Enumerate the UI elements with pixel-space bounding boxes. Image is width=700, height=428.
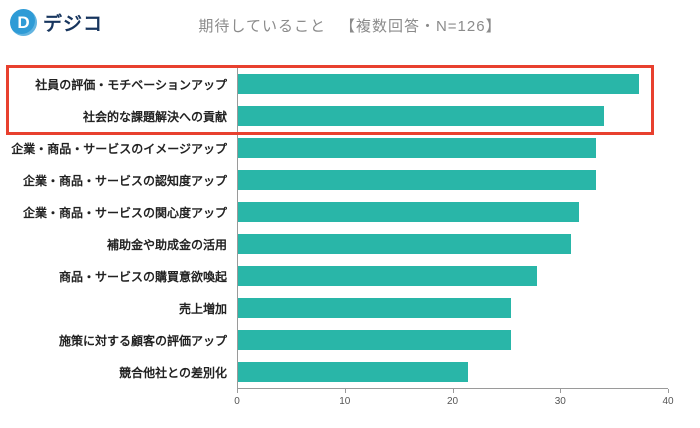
bar-row: 商品・サービスの購買意欲喚起: [0, 260, 700, 292]
x-tick-mark: [668, 389, 669, 393]
bar-rows: 社員の評価・モチベーションアップ社会的な課題解決への貢献企業・商品・サービスのイ…: [0, 68, 700, 388]
x-tick-mark: [344, 389, 346, 393]
category-label: 企業・商品・サービスの関心度アップ: [22, 205, 227, 220]
bar: [237, 170, 596, 190]
digico-logo: D デジコ: [10, 9, 103, 36]
chart-title: 期待していること: [198, 18, 326, 35]
bar-row: 施策に対する顧客の評価アップ: [0, 324, 700, 356]
x-tick-label: 30: [554, 396, 566, 407]
bar: [237, 106, 605, 126]
x-tick-label: 0: [234, 396, 240, 407]
category-label: 施策に対する顧客の評価アップ: [58, 333, 227, 348]
bar: [237, 266, 537, 286]
bar-track: [237, 100, 668, 132]
bar: [237, 202, 579, 222]
category-label: 商品・サービスの購買意欲喚起: [58, 269, 227, 284]
y-axis-line: [237, 68, 238, 388]
x-axis-line: [237, 388, 668, 389]
x-tick-label: 40: [662, 396, 674, 407]
bar-row: 企業・商品・サービスのイメージアップ: [0, 132, 700, 164]
bar: [237, 138, 596, 158]
x-tick-mark: [560, 389, 562, 393]
bar-track: [237, 260, 668, 292]
x-axis: 0 10 20 30 40: [234, 389, 674, 413]
bar-row: 社会的な課題解決への貢献: [0, 100, 700, 132]
x-tick-label: 20: [446, 396, 459, 407]
bar-track: [237, 164, 668, 196]
category-label: 企業・商品・サービスのイメージアップ: [11, 141, 227, 156]
bar-row: 社員の評価・モチベーションアップ: [0, 68, 700, 100]
bar-track: [237, 228, 668, 260]
header: D デジコ 期待していること 【複数回答・N=126】: [0, 0, 700, 60]
bar-chart: 社員の評価・モチベーションアップ社会的な課題解決への貢献企業・商品・サービスのイ…: [0, 65, 700, 407]
bar-track: [237, 132, 668, 164]
bar-track: [237, 356, 668, 388]
bar-row: 売上増加: [0, 292, 700, 324]
category-label: 社員の評価・モチベーションアップ: [35, 77, 227, 92]
bar-row: 競合他社との差別化: [0, 356, 700, 388]
digico-d-icon: D: [10, 9, 37, 36]
x-tick-label: 10: [339, 396, 351, 407]
category-label: 補助金や助成金の活用: [106, 237, 227, 252]
bar-track: [237, 68, 668, 100]
x-tick-mark: [237, 389, 238, 393]
bar-track: [237, 196, 668, 228]
bar-track: [237, 292, 668, 324]
bar: [237, 298, 511, 318]
category-label: 競合他社との差別化: [119, 365, 227, 380]
x-tick-mark: [452, 389, 454, 393]
bar: [237, 74, 639, 94]
chart-subtitle: 【複数回答・N=126】: [339, 18, 502, 35]
logo-text: デジコ: [43, 14, 104, 35]
category-label: 企業・商品・サービスの認知度アップ: [22, 173, 227, 188]
bar: [237, 234, 572, 254]
bar: [237, 330, 511, 350]
bar-track: [237, 324, 668, 356]
bar-row: 企業・商品・サービスの認知度アップ: [0, 164, 700, 196]
category-label: 売上増加: [178, 301, 227, 316]
bar-row: 補助金や助成金の活用: [0, 228, 700, 260]
bar: [237, 362, 468, 382]
category-label: 社会的な課題解決への貢献: [82, 109, 227, 124]
title-row: 期待していること 【複数回答・N=126】: [0, 15, 700, 36]
bar-row: 企業・商品・サービスの関心度アップ: [0, 196, 700, 228]
